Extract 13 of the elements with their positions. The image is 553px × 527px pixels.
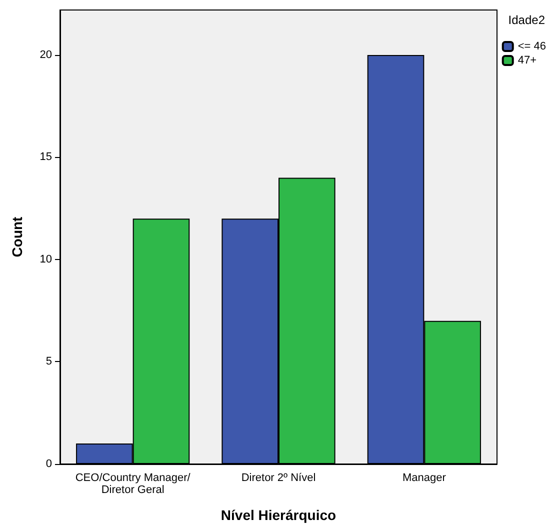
x-tick-label: Diretor 2º Nível [241, 472, 316, 484]
x-tick-label: Manager [402, 472, 446, 484]
y-tick-label: 5 [46, 356, 52, 368]
legend-label: <= 46 [518, 40, 546, 52]
y-axis-title: Count [9, 216, 25, 258]
x-tick-label: CEO/Country Manager/Diretor Geral [75, 472, 192, 496]
legend-label: 47+ [518, 54, 537, 66]
y-tick-label: 0 [46, 458, 52, 470]
y-tick-label: 20 [40, 48, 52, 61]
x-axis-title: Nível Hierárquico [220, 507, 336, 523]
legend-title: Idade2 [508, 13, 546, 27]
y-tick-label: 15 [40, 151, 52, 164]
y-tick-label: 10 [40, 253, 52, 266]
